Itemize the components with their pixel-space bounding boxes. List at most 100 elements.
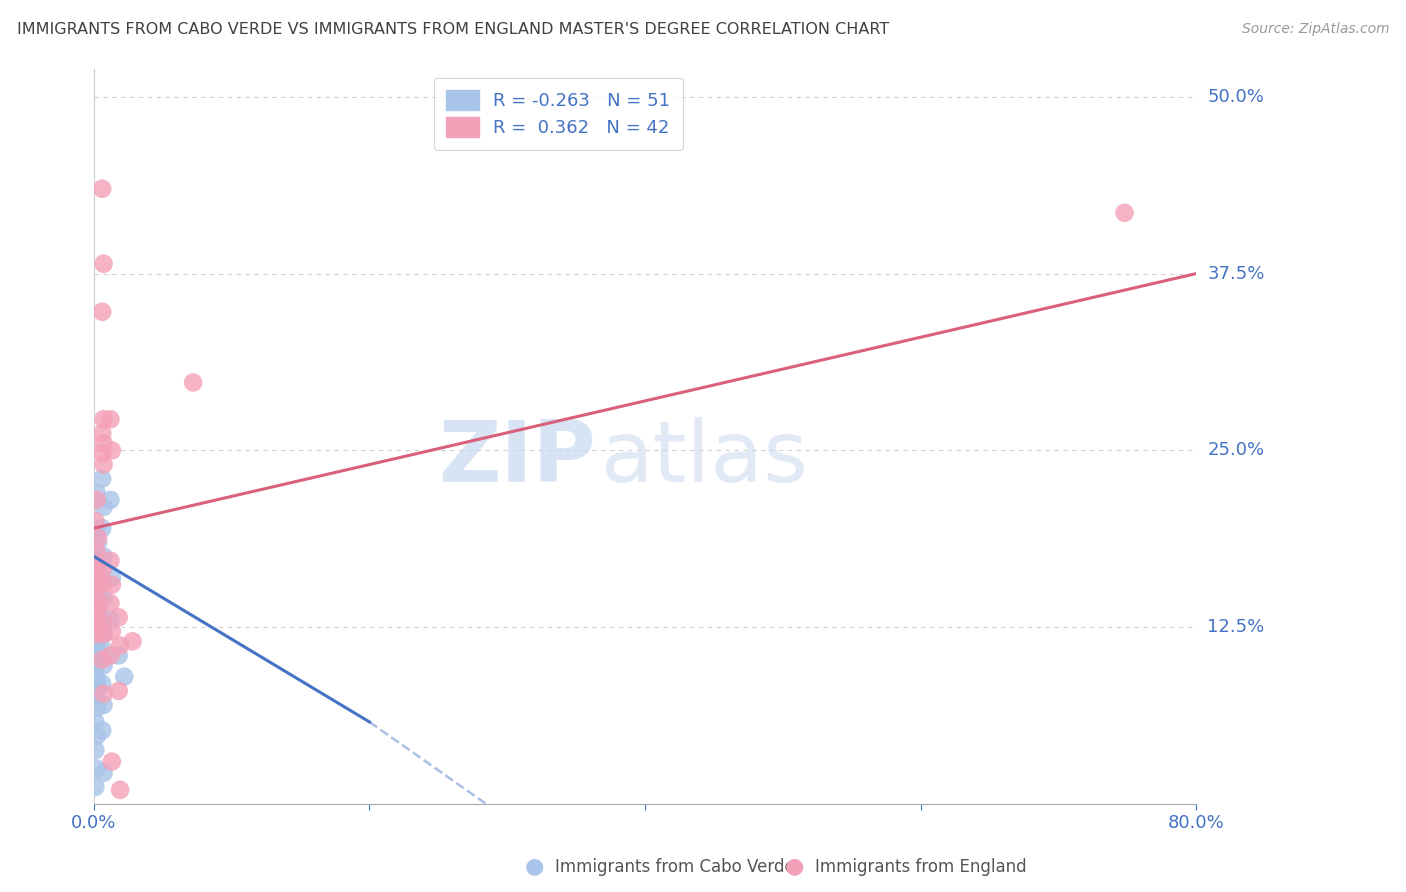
Text: Immigrants from Cabo Verde: Immigrants from Cabo Verde bbox=[555, 858, 796, 876]
Point bbox=[86, 545, 108, 559]
Text: Source: ZipAtlas.com: Source: ZipAtlas.com bbox=[1241, 22, 1389, 37]
Point bbox=[108, 782, 131, 797]
Point bbox=[93, 500, 115, 514]
Point bbox=[87, 634, 110, 648]
Point bbox=[86, 559, 108, 574]
Point bbox=[84, 690, 107, 705]
Point bbox=[84, 557, 107, 571]
Point bbox=[1114, 206, 1136, 220]
Point bbox=[86, 620, 108, 634]
Text: 50.0%: 50.0% bbox=[1208, 87, 1264, 106]
Point bbox=[100, 596, 122, 610]
Point bbox=[84, 606, 107, 620]
Point bbox=[93, 765, 115, 780]
Point bbox=[108, 639, 131, 653]
Point bbox=[93, 412, 115, 426]
Point bbox=[100, 492, 122, 507]
Point bbox=[101, 578, 124, 592]
Point bbox=[87, 681, 110, 695]
Point bbox=[86, 591, 108, 606]
Point bbox=[91, 723, 114, 738]
Point bbox=[93, 549, 115, 564]
Point bbox=[107, 610, 129, 624]
Point bbox=[87, 574, 110, 588]
Text: ZIP: ZIP bbox=[437, 417, 596, 500]
Point bbox=[100, 613, 122, 627]
Text: Immigrants from England: Immigrants from England bbox=[815, 858, 1028, 876]
Point bbox=[87, 620, 110, 634]
Point bbox=[84, 557, 107, 571]
Point bbox=[84, 627, 107, 641]
Point bbox=[87, 606, 110, 620]
Point bbox=[86, 492, 108, 507]
Point bbox=[101, 443, 124, 458]
Point bbox=[93, 257, 115, 271]
Point bbox=[84, 663, 107, 677]
Point bbox=[93, 436, 115, 450]
Text: ●: ● bbox=[785, 856, 804, 876]
Point bbox=[84, 514, 107, 528]
Text: ●: ● bbox=[524, 856, 544, 876]
Point bbox=[84, 582, 107, 596]
Point bbox=[86, 521, 108, 535]
Point bbox=[87, 588, 110, 602]
Point bbox=[84, 574, 107, 588]
Text: IMMIGRANTS FROM CABO VERDE VS IMMIGRANTS FROM ENGLAND MASTER'S DEGREE CORRELATIO: IMMIGRANTS FROM CABO VERDE VS IMMIGRANTS… bbox=[17, 22, 889, 37]
Point bbox=[86, 762, 108, 776]
Point bbox=[84, 780, 107, 794]
Point bbox=[121, 634, 143, 648]
Point bbox=[100, 554, 122, 568]
Point bbox=[107, 683, 129, 698]
Point bbox=[101, 755, 124, 769]
Point bbox=[91, 426, 114, 441]
Point bbox=[84, 613, 107, 627]
Point bbox=[84, 584, 107, 599]
Point bbox=[91, 305, 114, 319]
Point bbox=[91, 613, 114, 627]
Point bbox=[101, 571, 124, 585]
Point bbox=[93, 458, 115, 472]
Point bbox=[91, 641, 114, 656]
Point bbox=[86, 613, 108, 627]
Point bbox=[107, 648, 129, 663]
Point bbox=[84, 627, 107, 641]
Point bbox=[91, 521, 114, 535]
Point bbox=[93, 658, 115, 673]
Point bbox=[84, 648, 107, 663]
Text: atlas: atlas bbox=[600, 417, 808, 500]
Point bbox=[93, 698, 115, 712]
Point bbox=[100, 412, 122, 426]
Text: 37.5%: 37.5% bbox=[1208, 265, 1264, 283]
Point bbox=[181, 376, 204, 390]
Point bbox=[91, 446, 114, 460]
Point bbox=[86, 591, 108, 606]
Point bbox=[87, 531, 110, 545]
Text: 25.0%: 25.0% bbox=[1208, 442, 1264, 459]
Point bbox=[91, 613, 114, 627]
Point bbox=[87, 567, 110, 582]
Point bbox=[91, 182, 114, 196]
Point bbox=[101, 624, 124, 639]
Point bbox=[86, 485, 108, 500]
Point bbox=[84, 596, 107, 610]
Point bbox=[86, 673, 108, 687]
Point bbox=[93, 578, 115, 592]
Point bbox=[91, 472, 114, 486]
Point bbox=[93, 627, 115, 641]
Text: 12.5%: 12.5% bbox=[1208, 618, 1264, 636]
Point bbox=[86, 578, 108, 592]
Point bbox=[91, 574, 114, 588]
Point bbox=[93, 687, 115, 701]
Point bbox=[91, 677, 114, 691]
Point bbox=[86, 729, 108, 743]
Point bbox=[86, 641, 108, 656]
Point bbox=[93, 627, 115, 641]
Point bbox=[87, 535, 110, 549]
Point bbox=[100, 648, 122, 663]
Point bbox=[86, 701, 108, 715]
Point bbox=[112, 670, 135, 684]
Point bbox=[86, 549, 108, 564]
Point bbox=[91, 564, 114, 578]
Legend: R = -0.263   N = 51, R =  0.362   N = 42: R = -0.263 N = 51, R = 0.362 N = 42 bbox=[433, 78, 683, 150]
Point bbox=[84, 714, 107, 729]
